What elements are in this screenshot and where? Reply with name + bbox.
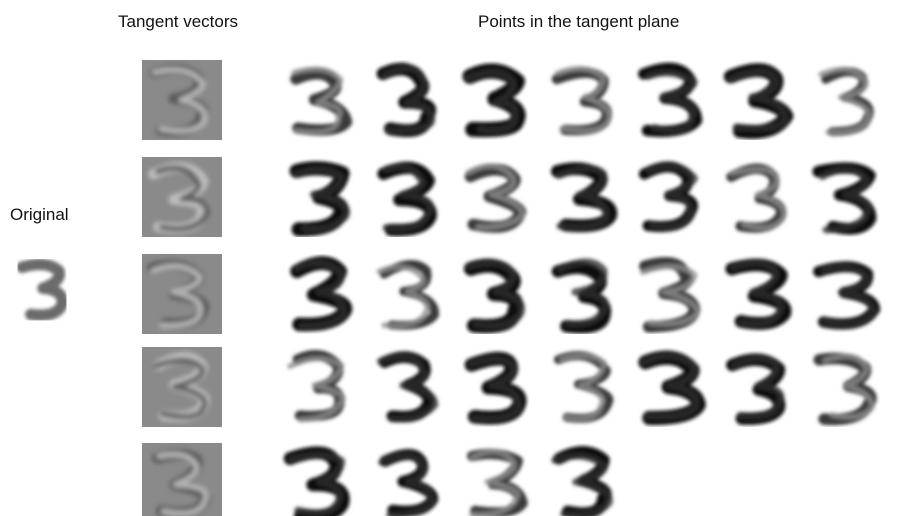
tangent-point-r1-c4: [544, 60, 624, 140]
tangent-point-r1-c2: [368, 60, 448, 140]
tangent-vector-2: [142, 157, 222, 237]
tangent-point-r4-c1: [280, 347, 360, 427]
tangent-point-r3-c3: [456, 254, 536, 334]
tangent-point-r4-c4: [544, 347, 624, 427]
tangent-point-r3-c1: [280, 254, 360, 334]
original-label: Original: [10, 205, 69, 224]
tangent-point-r3-c7: [808, 254, 888, 334]
tangent-vector-3: [142, 254, 222, 334]
tangent-point-r2-c5: [632, 157, 712, 237]
tangent-point-r3-c2: [368, 254, 448, 334]
tangent-point-r4-c2: [368, 347, 448, 427]
tangent-point-r1-c3: [456, 60, 536, 140]
tangent-vector-1: [142, 60, 222, 140]
tangent-point-r5-c3: [456, 443, 536, 516]
tangent-plane-points-title: Points in the tangent plane: [478, 12, 680, 31]
tangent-point-r2-c6: [720, 157, 800, 237]
tangent-point-r4-c7: [808, 347, 888, 427]
tangent-point-r2-c3: [456, 157, 536, 237]
tangent-point-r3-c6: [720, 254, 800, 334]
tangent-point-r4-c5: [632, 347, 712, 427]
tangent-point-r2-c4: [544, 157, 624, 237]
tangent-point-r2-c2: [368, 157, 448, 237]
tangent-point-r1-c5: [632, 60, 712, 140]
tangent-vectors-title: Tangent vectors: [118, 12, 239, 31]
tangent-vector-5: [142, 443, 222, 516]
tangent-point-r4-c6: [720, 347, 800, 427]
tangent-point-r5-c2: [368, 443, 448, 516]
original-digit-image: [8, 255, 78, 325]
tangent-point-r5-c4: [544, 443, 624, 516]
tangent-point-r1-c7: [808, 60, 888, 140]
tangent-point-r3-c5: [632, 254, 712, 334]
tangent-vector-4: [142, 347, 222, 427]
tangent-point-r1-c6: [720, 60, 800, 140]
tangent-point-r3-c4: [544, 254, 624, 334]
tangent-point-r2-c1: [280, 157, 360, 237]
tangent-point-r5-c1: [280, 443, 360, 516]
tangent-point-r2-c7: [808, 157, 888, 237]
tangent-point-r1-c1: [280, 60, 360, 140]
tangent-point-r4-c3: [456, 347, 536, 427]
